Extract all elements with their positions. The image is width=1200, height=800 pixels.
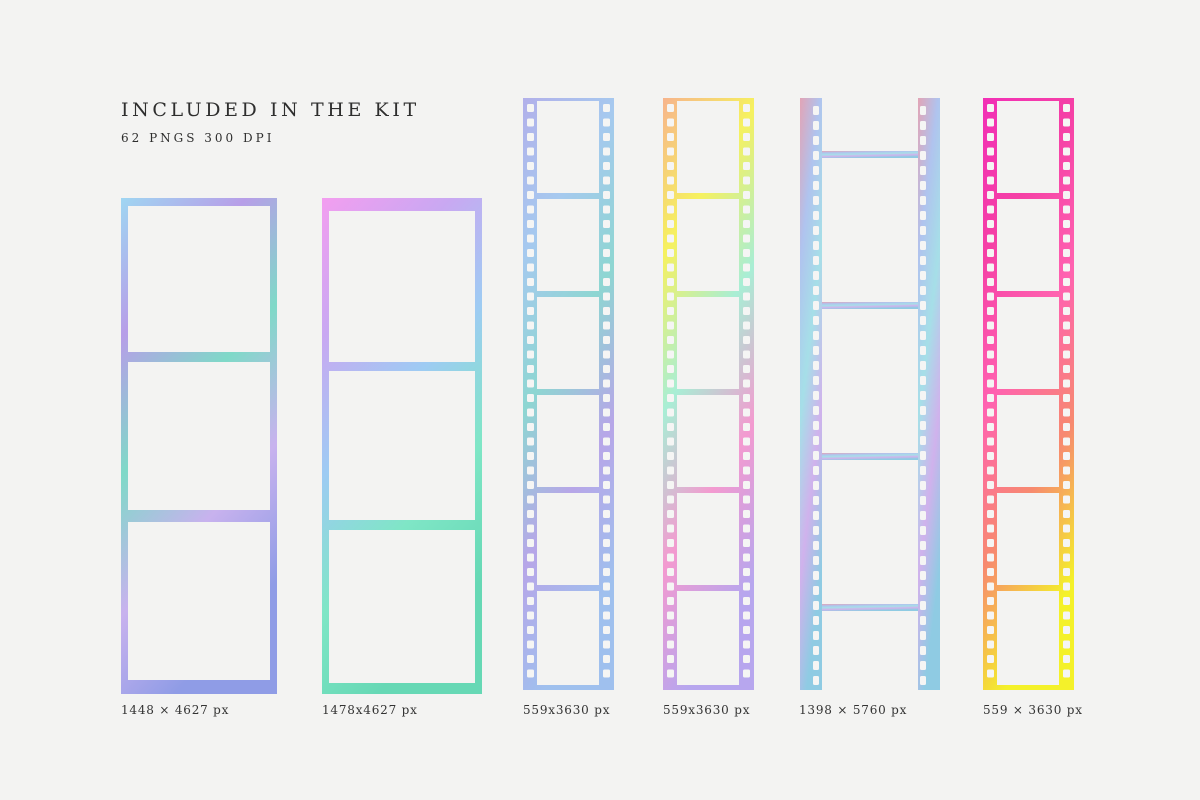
caption-5: 1398 × 5760 px — [799, 703, 908, 717]
caption-4: 559x3630 px — [663, 703, 751, 717]
caption-3: 559x3630 px — [523, 703, 611, 717]
kit-subtitle: 62 PNGS 300 DPI — [121, 131, 275, 145]
photo-strip-1 — [121, 198, 277, 694]
film-strip-2 — [663, 98, 754, 690]
film-strip-1 — [523, 98, 614, 690]
photo-strip-2 — [322, 198, 482, 694]
film-strip-3 — [983, 98, 1074, 690]
caption-2: 1478x4627 px — [322, 703, 418, 717]
caption-1: 1448 × 4627 px — [121, 703, 230, 717]
film-strip-wide — [800, 98, 940, 690]
caption-6: 559 × 3630 px — [983, 703, 1083, 717]
kit-title: INCLUDED IN THE KIT — [121, 99, 420, 121]
